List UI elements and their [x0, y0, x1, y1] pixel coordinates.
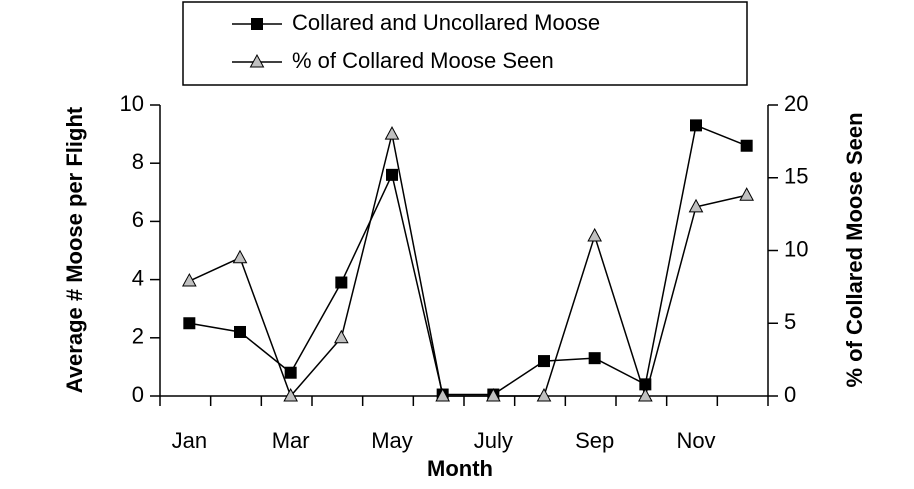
marker	[251, 18, 263, 30]
x-tick-label: May	[371, 428, 413, 453]
x-tick-label: Nov	[676, 428, 715, 453]
marker	[538, 355, 550, 368]
marker	[588, 352, 601, 365]
y-tick-label: 2	[132, 324, 144, 349]
y-tick-label: 4	[132, 265, 144, 290]
x-tick-label: Jan	[172, 428, 207, 453]
y2-axis-title: % of Collared Moose Seen	[842, 112, 867, 388]
marker	[183, 317, 196, 330]
marker	[688, 198, 704, 213]
y2-tick-label: 0	[784, 382, 796, 407]
marker	[435, 387, 451, 402]
marker	[739, 187, 755, 201]
marker	[386, 168, 398, 181]
legend-label: % of Collared Moose Seen	[292, 48, 554, 73]
y2-tick-label: 20	[784, 91, 808, 116]
x-tick-label: July	[474, 428, 513, 453]
marker	[637, 387, 653, 402]
marker	[284, 366, 297, 379]
marker	[536, 387, 552, 402]
marker	[335, 276, 348, 289]
marker	[249, 53, 265, 68]
y-axis-title: Average # Moose per Flight	[62, 106, 87, 394]
y2-tick-label: 10	[784, 236, 808, 261]
marker	[333, 329, 349, 344]
marker	[485, 387, 501, 402]
y-tick-label: 10	[120, 91, 144, 116]
marker	[384, 126, 400, 140]
y2-tick-label: 5	[784, 309, 796, 334]
marker	[690, 119, 702, 132]
marker	[283, 387, 299, 402]
x-tick-label: Sep	[575, 428, 614, 453]
x-tick-label: Mar	[272, 428, 310, 453]
series-line	[189, 133, 747, 399]
marker	[181, 273, 197, 287]
series-line	[189, 124, 747, 396]
y-tick-label: 6	[132, 207, 144, 232]
marker	[740, 139, 753, 152]
y-tick-label: 0	[132, 382, 144, 407]
marker	[234, 325, 246, 338]
legend-label: Collared and Uncollared Moose	[292, 10, 600, 35]
y-tick-label: 8	[132, 149, 144, 174]
y2-tick-label: 15	[784, 164, 808, 189]
marker	[232, 249, 248, 264]
legend-box	[182, 1, 748, 86]
x-axis-title: Month	[427, 456, 493, 481]
marker	[587, 227, 603, 242]
